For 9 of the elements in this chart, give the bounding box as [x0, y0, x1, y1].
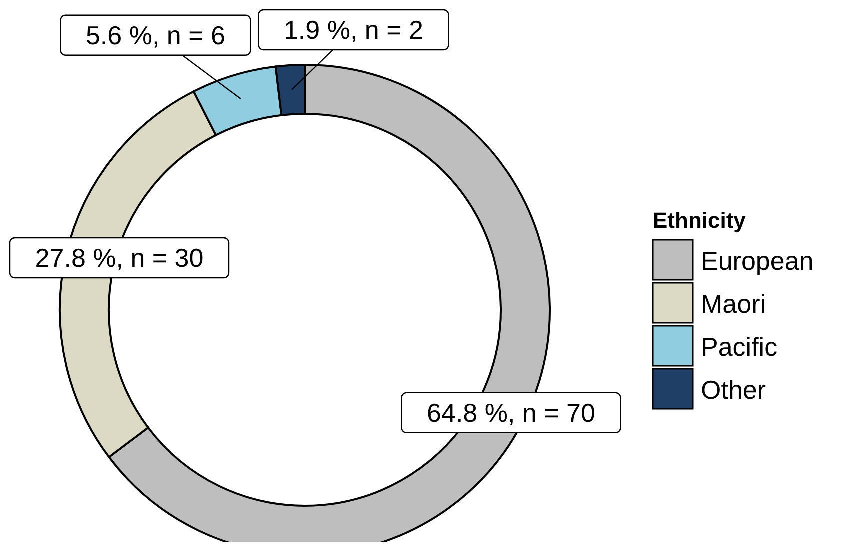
data-label: 5.6 %, n = 6: [86, 20, 226, 50]
data-label: 27.8 %, n = 30: [35, 243, 204, 274]
data-label: 1.9 %, n = 2: [284, 15, 424, 45]
legend-title: Ethnicity: [653, 208, 747, 233]
legend-label: European: [701, 246, 814, 276]
legend-label: Pacific: [701, 332, 778, 362]
legend-label: Maori: [701, 289, 766, 319]
legend-label: Other: [701, 375, 766, 405]
data-label: 64.8 %, n = 70: [427, 398, 596, 428]
